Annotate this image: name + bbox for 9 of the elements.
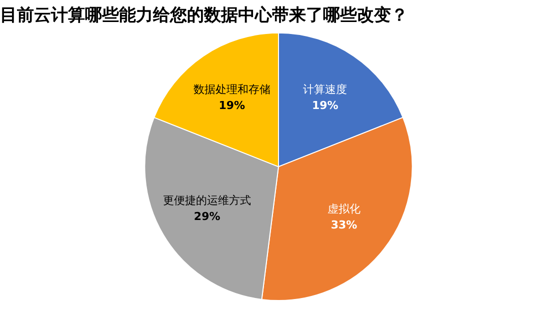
slice-label: 数据处理和存储 bbox=[193, 82, 270, 96]
chart-title: 目前云计算哪些能力给您的数据中心带来了哪些改变？ bbox=[0, 6, 408, 26]
data-label: 19% bbox=[312, 98, 338, 112]
slice-label: 虚拟化 bbox=[328, 202, 361, 216]
data-label: 19% bbox=[218, 98, 246, 112]
slice-label: 更便捷的运维方式 bbox=[163, 194, 252, 207]
data-label: 29% bbox=[194, 210, 220, 223]
slice-label: 计算速度 bbox=[303, 82, 348, 96]
data-label: 33% bbox=[330, 218, 358, 232]
